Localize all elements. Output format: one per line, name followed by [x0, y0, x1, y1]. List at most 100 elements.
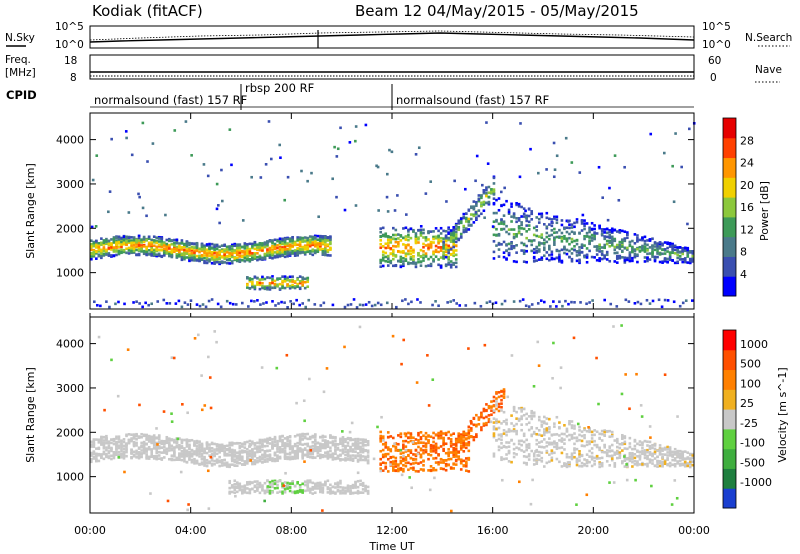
velocity-cell: [399, 435, 403, 439]
power-cell: [653, 241, 657, 244]
velocity-cell: [422, 464, 425, 467]
power-cell: [127, 241, 131, 245]
power-cell: [553, 168, 557, 171]
velocity-cell: [454, 453, 458, 456]
velocity-cell: [120, 449, 123, 453]
velocity-cell: [233, 454, 237, 458]
power-cell: [618, 256, 622, 260]
velocity-cell: [354, 450, 357, 453]
velocity-cell: [190, 448, 194, 452]
velocity-cell: [258, 458, 262, 461]
power-cell: [477, 209, 481, 212]
velocity-cell: [412, 453, 415, 456]
power-cell: [402, 262, 405, 266]
velocity-cell: [497, 395, 501, 399]
velocity-cell: [301, 448, 304, 452]
power-cell: [537, 248, 541, 251]
power-cell: [238, 255, 242, 258]
cpid-segment-label: normalsound (fast) 157 RF: [396, 93, 549, 107]
velocity-cell: [215, 449, 219, 452]
power-cell: [160, 237, 164, 240]
power-cell: [263, 243, 267, 246]
velocity-cell: [137, 452, 141, 455]
power-cell: [603, 256, 606, 259]
power-cell: [452, 261, 455, 265]
power-cell: [485, 188, 488, 192]
power-cell: [449, 230, 453, 234]
power-cell: [490, 188, 493, 191]
power-cell: [241, 249, 244, 253]
velocity-cell: [354, 456, 357, 460]
velocity-cell: [251, 457, 254, 461]
power-cell: [250, 299, 253, 303]
power-cell: [540, 214, 544, 218]
power-cell: [289, 300, 292, 303]
velocity-cell: [417, 438, 420, 442]
power-cell: [404, 258, 408, 261]
velocity-cell: [361, 488, 365, 491]
velocity-cell: [268, 436, 272, 440]
velocity-cell: [246, 440, 249, 444]
power-cell: [530, 239, 534, 243]
power-cell: [686, 261, 690, 264]
velocity-cell: [296, 433, 299, 437]
velocity-cell: [341, 440, 345, 443]
power-cell: [641, 236, 644, 240]
velocity-cell: [271, 458, 274, 462]
velocity-cell: [183, 459, 186, 463]
power-cell: [97, 250, 101, 253]
power-cell: [306, 246, 310, 249]
power-cell: [329, 242, 332, 246]
velocity-cell: [344, 450, 347, 454]
power-cell: [407, 235, 410, 239]
velocity-cell: [271, 438, 274, 441]
power-cell: [537, 250, 541, 253]
power-cell: [156, 300, 160, 303]
power-cell: [112, 249, 116, 252]
velocity-cell: [434, 443, 438, 447]
power-cell: [258, 241, 262, 245]
power-cell: [241, 245, 244, 249]
power-cell: [510, 247, 513, 251]
velocity-cell: [180, 449, 184, 453]
velocity-cell: [303, 489, 307, 493]
power-cell: [444, 229, 448, 233]
velocity-cell: [359, 441, 362, 445]
power-cell: [261, 281, 264, 285]
velocity-cell: [225, 452, 229, 456]
velocity-cell: [321, 454, 325, 457]
power-cell: [291, 285, 294, 289]
velocity-cell: [313, 443, 317, 447]
velocity-cell: [366, 485, 370, 489]
velocity-cell: [402, 447, 405, 450]
power-cell: [447, 247, 450, 250]
power-cell: [220, 244, 224, 247]
velocity-cell: [147, 457, 151, 460]
velocity-cell: [434, 448, 438, 452]
velocity-cell: [326, 455, 330, 458]
power-cell: [381, 259, 385, 262]
velocity-cell: [233, 460, 237, 464]
velocity-cell: [341, 458, 345, 461]
power-cell: [477, 198, 481, 201]
velocity-cell: [230, 458, 234, 461]
velocity-cell: [253, 454, 257, 458]
power-cell: [437, 246, 440, 249]
power-cell: [283, 286, 287, 290]
power-cell: [193, 256, 196, 259]
power-cell: [454, 223, 458, 227]
power-cell: [140, 238, 143, 241]
velocity-cell: [500, 394, 503, 398]
power-cell: [165, 251, 169, 255]
power-cell: [459, 236, 463, 239]
velocity-cell: [442, 432, 445, 435]
velocity-cell: [276, 459, 279, 462]
power-cell: [643, 260, 647, 263]
power-cell: [152, 244, 156, 248]
power-cell: [379, 246, 383, 250]
velocity-cell: [233, 442, 237, 445]
power-cell: [195, 249, 199, 252]
power-cell: [246, 283, 249, 287]
velocity-cell: [457, 439, 461, 442]
power-cell: [573, 225, 576, 229]
